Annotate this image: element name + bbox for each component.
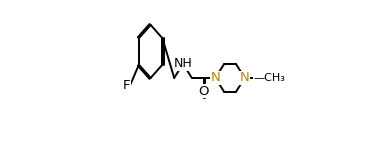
Text: NH: NH — [174, 57, 192, 70]
Text: N: N — [240, 71, 249, 84]
Text: —CH₃: —CH₃ — [254, 73, 285, 83]
Text: F: F — [123, 79, 130, 92]
Text: O: O — [198, 85, 209, 98]
Text: N: N — [210, 71, 220, 84]
